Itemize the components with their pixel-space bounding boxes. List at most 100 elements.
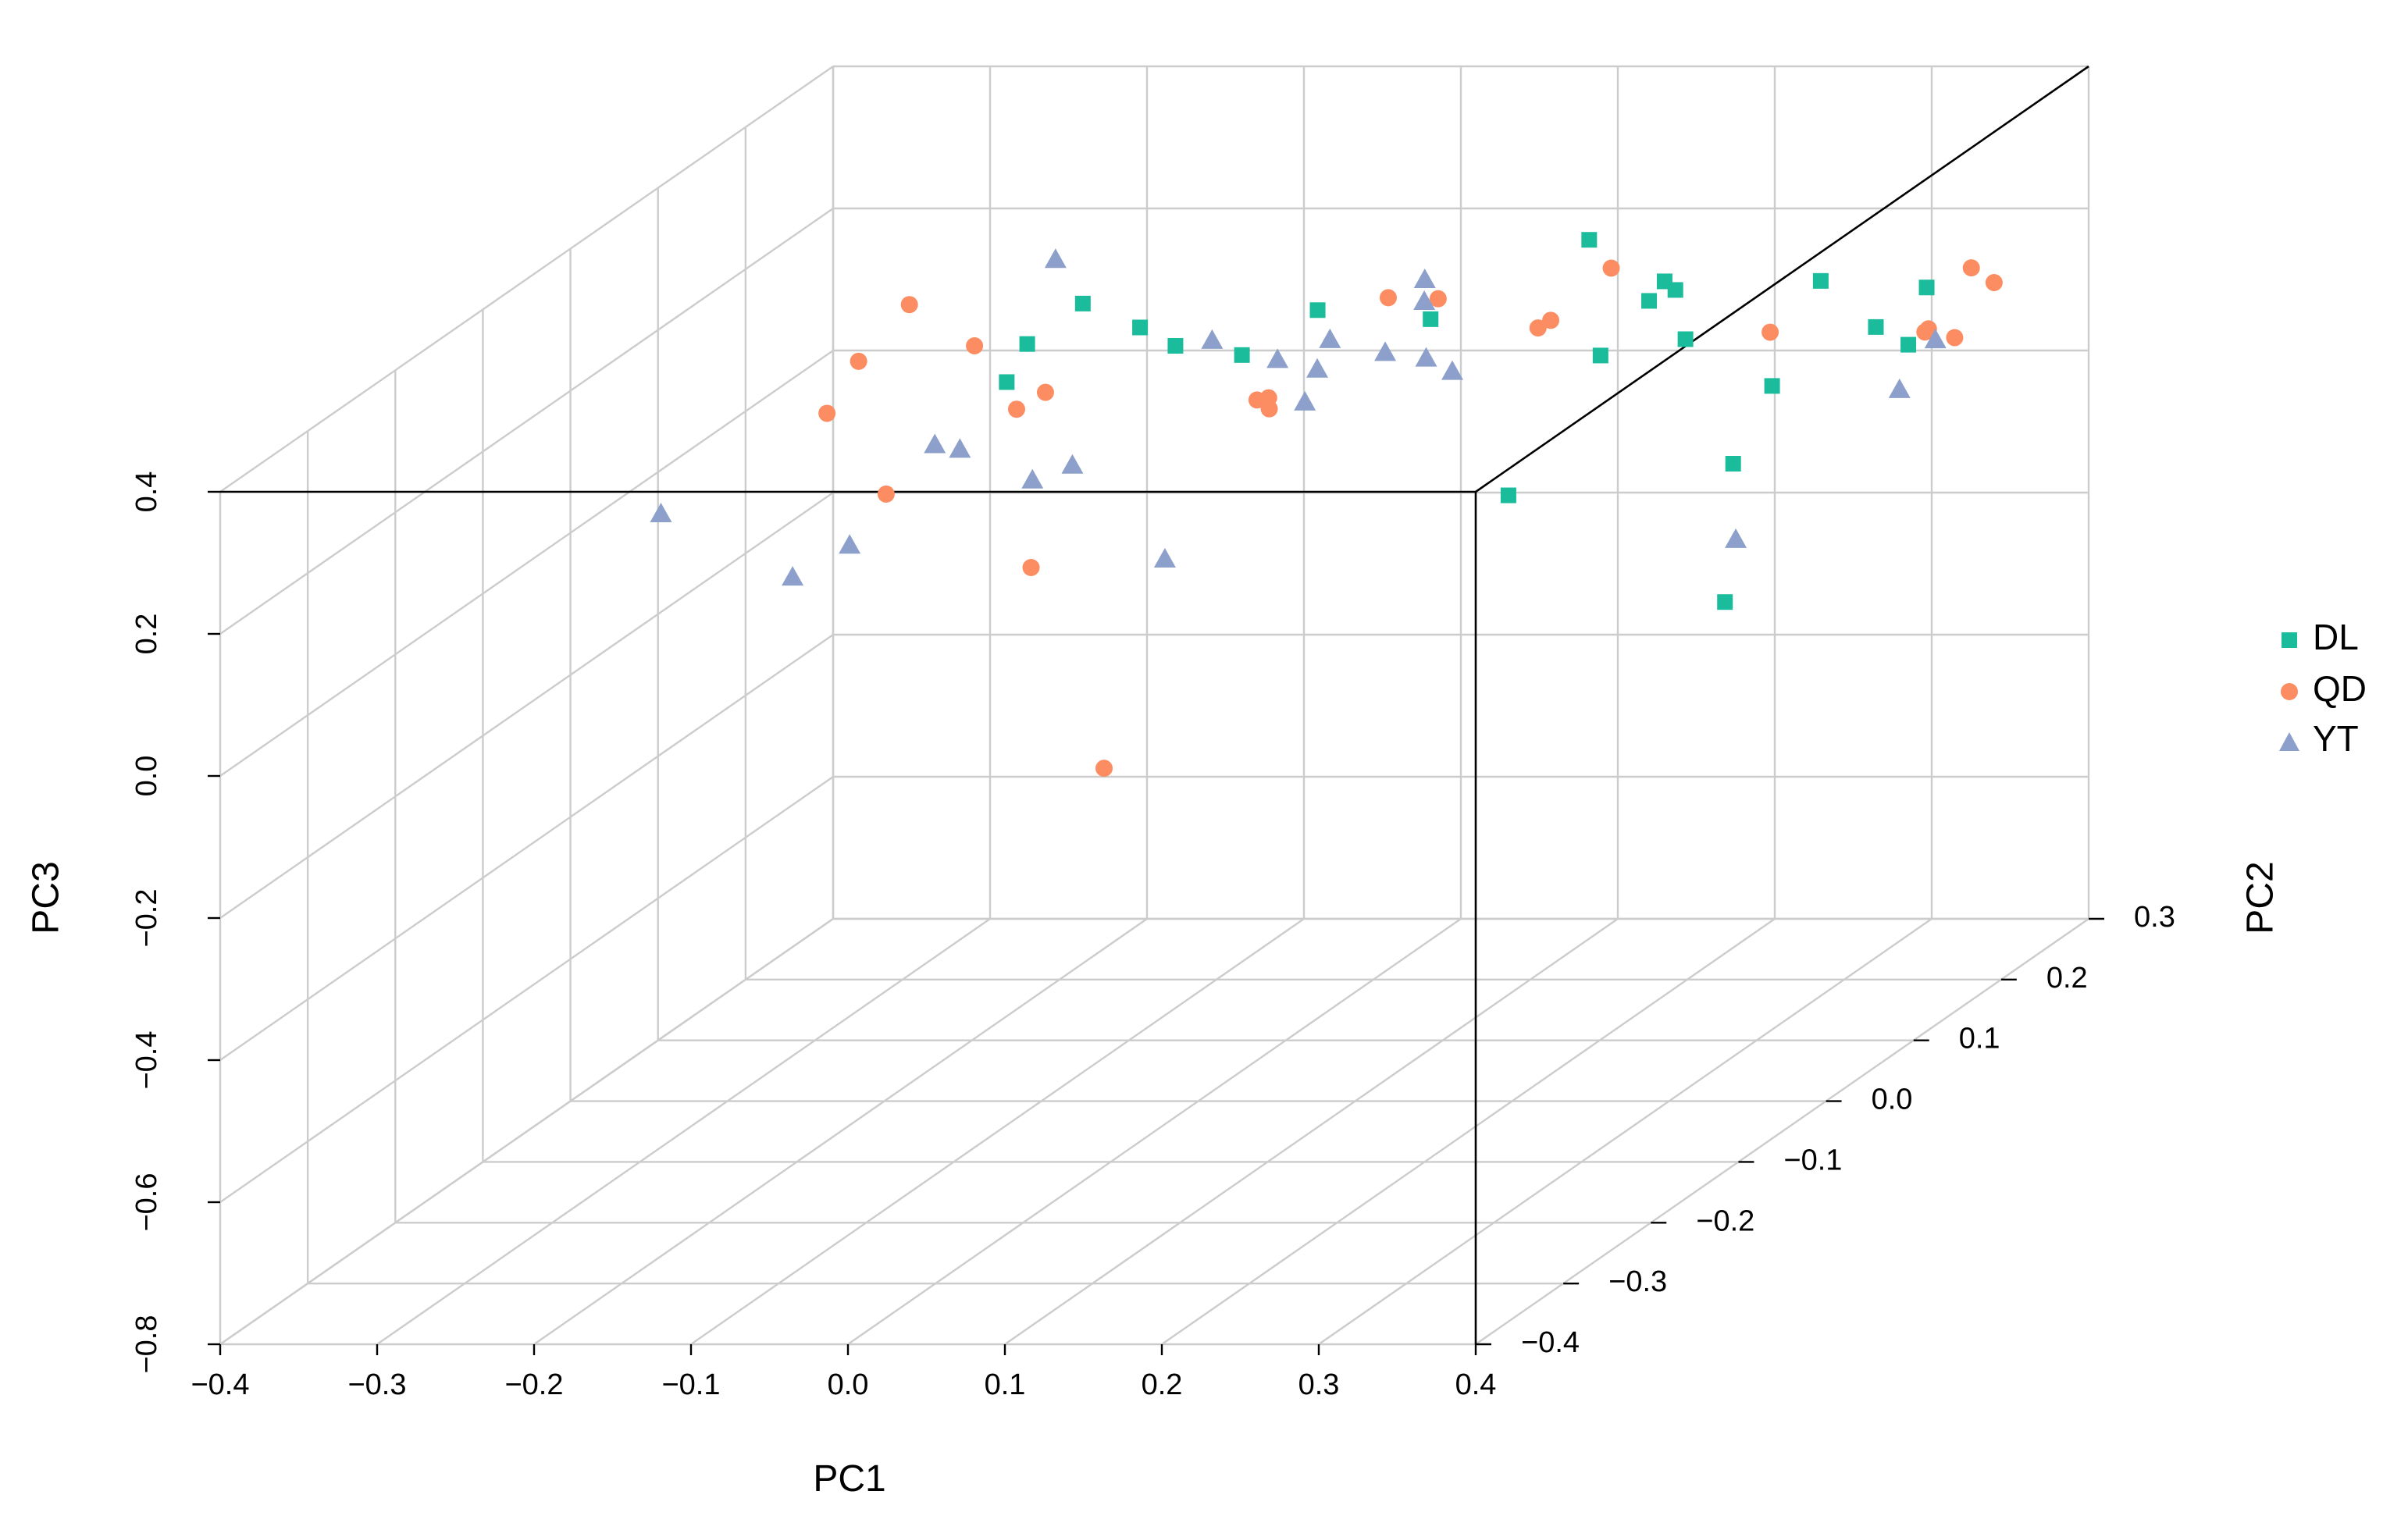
data-point-yt <box>1413 269 1436 289</box>
grid-lines <box>219 65 2090 1346</box>
data-points <box>650 232 2003 778</box>
data-point-dl <box>1641 293 1658 309</box>
legend-marker-qd <box>2281 683 2298 700</box>
z-tick-label: 0.4 <box>130 472 163 513</box>
x-axis-title: PC1 <box>813 1458 885 1500</box>
data-point-yt <box>949 438 971 458</box>
data-point-dl <box>1309 302 1326 319</box>
data-point-dl <box>1656 273 1672 290</box>
grid-line-floor-x <box>1004 918 1619 1345</box>
z-tick-label: 0.2 <box>130 614 163 655</box>
data-point-yt <box>650 502 672 522</box>
z-tick-label: −0.8 <box>130 1315 163 1373</box>
data-point-qd <box>1379 289 1397 307</box>
data-point-yt <box>1306 358 1329 378</box>
frame-line-top-diagonal <box>1475 65 2089 493</box>
data-point-qd <box>1036 383 1054 401</box>
data-point-qd <box>966 337 984 354</box>
tick-labels: −0.4 −0.3 −0.2 −0.1 0.0 0.1 0.2 0.3 0.4−0.4−0.3−… <box>130 472 2175 1401</box>
data-point-yt <box>1441 360 1464 380</box>
data-point-yt <box>782 566 804 586</box>
x-tick-label: 0.1 <box>985 1368 1026 1401</box>
y-tick-label: 0.0 <box>1872 1084 1913 1116</box>
grid-line-left-z <box>219 918 834 1345</box>
grid-line-left-z <box>219 492 834 919</box>
data-point-qd <box>1542 311 1560 329</box>
data-point-dl <box>999 374 1015 390</box>
legend-label-yt: YT <box>2313 718 2359 759</box>
y-tick-label: 0.2 <box>2046 962 2088 995</box>
data-point-dl <box>1900 336 1917 353</box>
data-point-qd <box>1962 259 1980 277</box>
data-point-qd <box>1260 400 1278 418</box>
x-tick-label: 0.3 <box>1298 1368 1340 1401</box>
grid-line-floor-x <box>1161 918 1776 1345</box>
data-point-dl <box>1677 331 1694 347</box>
x-tick-label: 0.4 <box>1455 1368 1497 1401</box>
data-point-dl <box>1592 347 1608 364</box>
data-point-qd <box>1529 319 1547 337</box>
data-point-yt <box>1266 348 1289 368</box>
data-point-yt <box>1044 248 1067 269</box>
z-axis-title: PC3 <box>26 861 67 934</box>
z-tick-label: −0.2 <box>130 888 163 947</box>
data-point-yt <box>1725 528 1747 548</box>
grid-line-left-z <box>219 350 834 777</box>
x-tick-label: 0.0 <box>828 1368 869 1401</box>
x-tick-label: −0.3 <box>347 1368 406 1401</box>
data-point-dl <box>1167 338 1184 354</box>
data-point-yt <box>1924 329 1947 349</box>
y-tick-label: 0.3 <box>2134 901 2175 934</box>
y-axis-title: PC2 <box>2240 861 2282 934</box>
grid-line-floor-x <box>847 918 1462 1345</box>
x-tick-label: −0.1 <box>661 1368 720 1401</box>
grid-line-floor-x <box>533 918 1148 1345</box>
data-point-yt <box>1201 329 1224 349</box>
data-point-qd <box>1022 559 1040 577</box>
data-point-qd <box>818 404 836 422</box>
data-point-qd <box>1919 320 1937 338</box>
data-point-dl <box>1717 594 1733 610</box>
y-tick-label: 0.1 <box>1959 1023 2000 1055</box>
data-point-yt <box>1294 390 1316 411</box>
grid-line-left-z <box>219 634 834 1061</box>
data-point-qd <box>1095 760 1113 778</box>
grid-line-left-z <box>219 776 834 1203</box>
data-point-yt <box>924 433 946 454</box>
data-point-dl <box>1074 295 1091 311</box>
x-tick-label: 0.2 <box>1142 1368 1183 1401</box>
data-point-yt <box>1061 454 1084 474</box>
data-point-qd <box>850 352 867 370</box>
data-point-dl <box>1812 272 1829 289</box>
data-point-dl <box>1234 347 1250 363</box>
y-tick-label: −0.3 <box>1608 1265 1667 1298</box>
grid-line-floor-x <box>1318 918 1932 1345</box>
data-point-dl <box>1423 311 1439 327</box>
data-point-yt <box>1153 547 1176 568</box>
data-point-yt <box>1374 341 1397 361</box>
z-tick-label: −0.6 <box>130 1173 163 1231</box>
data-point-yt <box>1888 378 1911 398</box>
y-tick-label: −0.2 <box>1696 1205 1754 1237</box>
data-point-dl <box>1132 319 1149 336</box>
legend: DL QD YT <box>2279 617 2367 759</box>
data-point-dl <box>1918 279 1935 296</box>
data-point-qd <box>1602 259 1620 277</box>
data-point-qd <box>1946 329 1964 347</box>
z-tick-label: −0.4 <box>130 1030 163 1089</box>
data-point-dl <box>1764 378 1780 394</box>
data-point-qd <box>1429 290 1447 308</box>
data-point-dl <box>1725 456 1741 472</box>
data-point-yt <box>1415 347 1437 367</box>
z-tick-label: 0.0 <box>130 756 163 797</box>
grid-line-left-z <box>219 66 834 493</box>
data-point-qd <box>1985 274 2003 292</box>
legend-marker-yt <box>2279 732 2299 751</box>
data-point-qd <box>877 485 895 503</box>
data-point-dl <box>1581 232 1598 248</box>
data-point-yt <box>1413 290 1436 311</box>
data-point-qd <box>1007 400 1025 418</box>
legend-marker-dl <box>2282 632 2297 648</box>
y-tick-label: −0.1 <box>1783 1144 1842 1176</box>
